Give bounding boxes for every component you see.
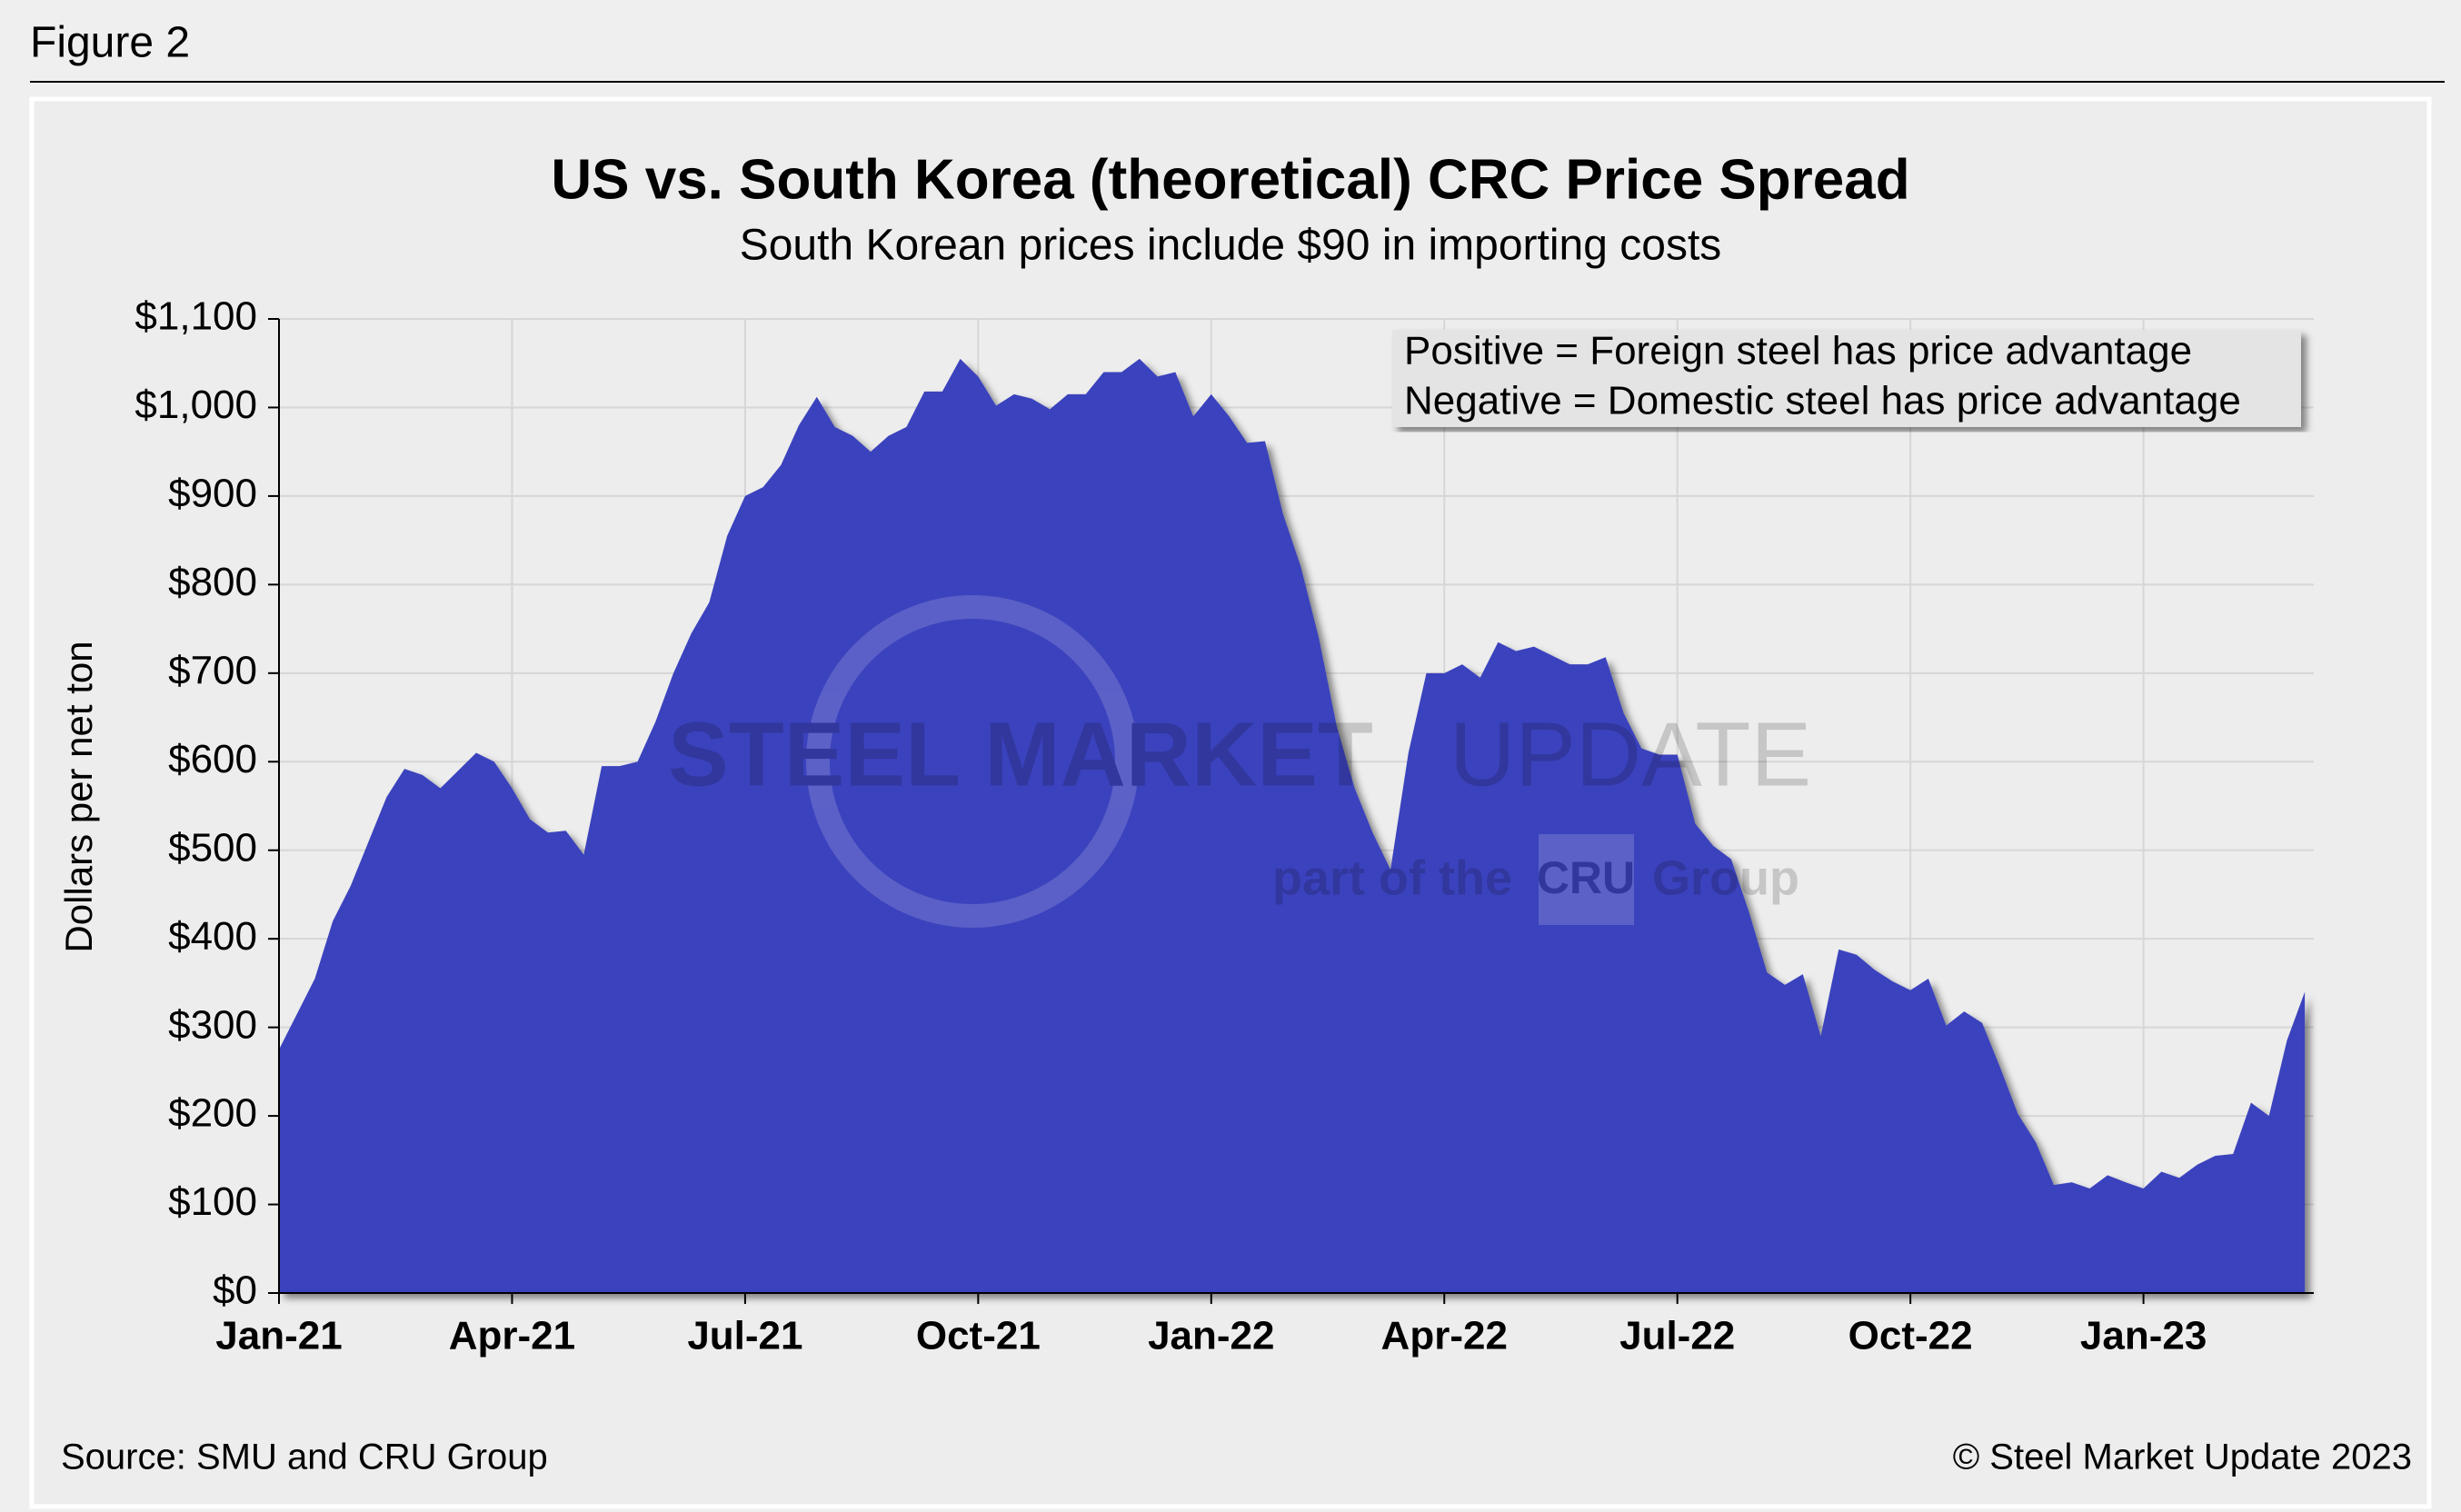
watermark-text: STEEL MARKET <box>668 703 1373 805</box>
x-tick-label: Jan-21 <box>215 1314 342 1358</box>
y-tick-label: $200 <box>168 1091 257 1136</box>
annotation: Positive = Foreign steel has price advan… <box>1404 329 2192 373</box>
x-tick-label: Jan-22 <box>1148 1314 1274 1358</box>
watermark: STEEL MARKET UPDATE part of the CRU Grou… <box>668 595 1811 928</box>
y-tick-label: $900 <box>168 472 257 516</box>
source: Source: SMU and CRU Group <box>61 1437 548 1477</box>
y-tick-label: $1,000 <box>135 383 257 427</box>
x-tick-label: Oct-22 <box>1848 1314 1973 1358</box>
watermark-text: UPDATE <box>1450 703 1811 805</box>
x-tick-label: Jan-23 <box>2080 1314 2207 1358</box>
y-tick-label: $1,100 <box>135 294 257 339</box>
annotation: Negative = Domestic steel has price adva… <box>1404 379 2241 423</box>
watermark-text: Group <box>1652 850 1799 905</box>
chart-subtitle: South Korean prices include $90 in impor… <box>740 222 1722 270</box>
area <box>279 358 2306 1294</box>
plot <box>279 358 2306 1294</box>
legend-box <box>1392 330 2301 427</box>
x-tick-label: Apr-22 <box>1381 1314 1508 1358</box>
x-tick-label: Apr-21 <box>449 1314 575 1358</box>
y-tick-label: $0 <box>213 1268 257 1313</box>
x-tick-label: Jul-22 <box>1619 1314 1735 1358</box>
y-axis-label: Dollars per net ton <box>57 641 100 952</box>
figure-label: Figure 2 <box>30 19 190 67</box>
y-tick-label: $400 <box>168 914 257 959</box>
x-tick-label: Jul-21 <box>687 1314 802 1358</box>
watermark-text: part of the <box>1272 850 1512 905</box>
y-tick-label: $600 <box>168 737 257 781</box>
watermark-logo <box>806 595 1139 928</box>
watermark-text: CRU <box>1537 852 1635 903</box>
y-tick-label: $800 <box>168 560 257 604</box>
y-tick-label: $100 <box>168 1179 257 1224</box>
axes: $0 $100 $200 $300 $400 $500 $600 $700 $800 $900 $1… <box>135 294 2314 1358</box>
watermark-box <box>1539 834 1634 925</box>
chart-title: US vs. South Korea (theoretical) CRC Pri… <box>551 148 1909 211</box>
y-tick-label: $300 <box>168 1002 257 1047</box>
y-tick-label: $700 <box>168 648 257 692</box>
y-tick-label: $500 <box>168 825 257 870</box>
copyright: © Steel Market Update 2023 <box>1953 1437 2412 1477</box>
x-tick-label: Oct-21 <box>916 1314 1041 1358</box>
